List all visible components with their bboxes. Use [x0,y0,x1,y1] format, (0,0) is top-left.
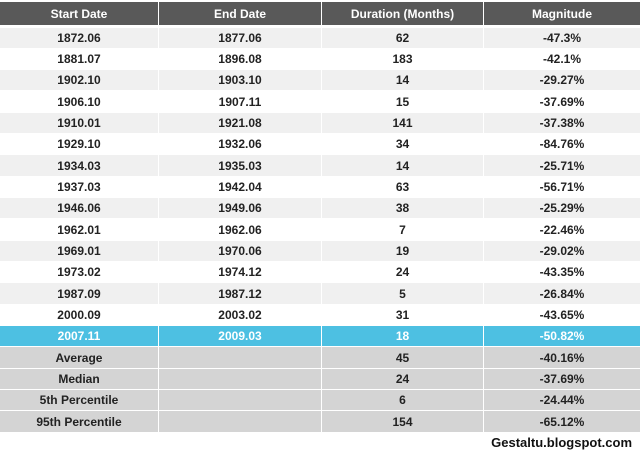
table-cell: 1902.10 [0,70,158,91]
table-cell: 34 [322,134,483,155]
table-cell: 1872.06 [0,27,158,48]
table-cell: -37.69% [484,91,640,112]
table-cell: -56.71% [484,176,640,198]
table-cell: 1921.08 [159,112,321,134]
footer: Gestaltu.blogspot.com [491,435,632,450]
summary-cell [159,390,321,411]
table-cell: -84.76% [484,134,640,155]
summary-magnitude: -37.69% [484,368,640,390]
table-cell: -37.38% [484,112,640,134]
table-cell: 1970.06 [159,240,321,262]
table-cell: 5 [322,283,483,304]
table-cell: 62 [322,27,483,48]
table-cell: 1962.01 [0,219,158,240]
table-cell: -42.1% [484,48,640,70]
table-cell: 19 [322,240,483,262]
summary-duration: 45 [322,347,483,368]
table-cell: 1929.10 [0,134,158,155]
table-cell: -26.84% [484,283,640,304]
table-cell: 1907.11 [159,91,321,112]
table-cell: 1934.03 [0,155,158,176]
table-cell: -22.46% [484,219,640,240]
table-cell: 1937.03 [0,176,158,198]
column-header: Duration (Months) [322,2,483,25]
table-cell: 1946.06 [0,198,158,219]
table-cell: 7 [322,219,483,240]
summary-magnitude: -24.44% [484,390,640,411]
summary-duration: 154 [322,411,483,432]
highlighted-cell: 18 [322,326,483,347]
summary-label: 5th Percentile [0,390,158,411]
table-cell: 1896.08 [159,48,321,70]
column-header: Start Date [0,2,158,25]
column-header: Magnitude [484,2,640,25]
table-cell: 2003.02 [159,304,321,326]
table-cell: 2000.09 [0,304,158,326]
table-cell: 1906.10 [0,91,158,112]
table-cell: 1987.09 [0,283,158,304]
column-header: End Date [159,2,321,25]
summary-label: 95th Percentile [0,411,158,432]
table-cell: 1969.01 [0,240,158,262]
highlighted-cell: -50.82% [484,326,640,347]
summary-magnitude: -40.16% [484,347,640,368]
table-cell: 1932.06 [159,134,321,155]
summary-cell [159,347,321,368]
table-cell: -29.02% [484,240,640,262]
highlighted-cell: 2009.03 [159,326,321,347]
highlighted-cell: 2007.11 [0,326,158,347]
summary-label: Median [0,368,158,390]
table-cell: 1910.01 [0,112,158,134]
table-cell: 38 [322,198,483,219]
table-cell: -43.65% [484,304,640,326]
table-cell: 1974.12 [159,262,321,283]
table-cell: 1973.02 [0,262,158,283]
table-cell: 1935.03 [159,155,321,176]
table-cell: 1987.12 [159,283,321,304]
table-cell: 1942.04 [159,176,321,198]
table-cell: 31 [322,304,483,326]
table-cell: 14 [322,70,483,91]
table-cell: -47.3% [484,27,640,48]
table-cell: -43.35% [484,262,640,283]
table-cell: 1877.06 [159,27,321,48]
summary-duration: 24 [322,368,483,390]
summary-label: Average [0,347,158,368]
table-cell: -29.27% [484,70,640,91]
summary-duration: 6 [322,390,483,411]
table-cell: -25.71% [484,155,640,176]
summary-magnitude: -65.12% [484,411,640,432]
summary-cell [159,368,321,390]
table-cell: 1962.06 [159,219,321,240]
table-cell: 1903.10 [159,70,321,91]
table-cell: 14 [322,155,483,176]
summary-cell [159,411,321,432]
table-cell: -25.29% [484,198,640,219]
table-cell: 141 [322,112,483,134]
table-cell: 1881.07 [0,48,158,70]
table-cell: 63 [322,176,483,198]
table-cell: 24 [322,262,483,283]
table-cell: 1949.06 [159,198,321,219]
table-cell: 15 [322,91,483,112]
table-cell: 183 [322,48,483,70]
